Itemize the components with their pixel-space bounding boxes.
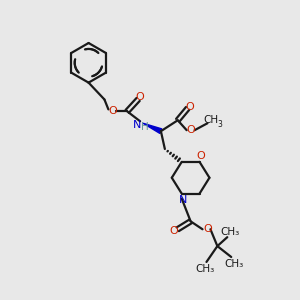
Text: O: O xyxy=(136,92,145,103)
Text: N: N xyxy=(178,194,187,205)
Text: 3: 3 xyxy=(217,120,222,129)
Text: CH₃: CH₃ xyxy=(225,259,244,269)
Text: H: H xyxy=(141,122,149,132)
Text: CH₃: CH₃ xyxy=(196,264,215,274)
Polygon shape xyxy=(143,123,162,134)
Text: N: N xyxy=(133,120,141,130)
Text: O: O xyxy=(185,102,194,112)
Text: CH₃: CH₃ xyxy=(220,227,240,237)
Text: O: O xyxy=(203,224,212,234)
Text: CH: CH xyxy=(204,115,219,125)
Text: O: O xyxy=(169,226,178,236)
Text: O: O xyxy=(108,106,117,116)
Text: O: O xyxy=(186,125,195,135)
Text: O: O xyxy=(196,151,205,161)
